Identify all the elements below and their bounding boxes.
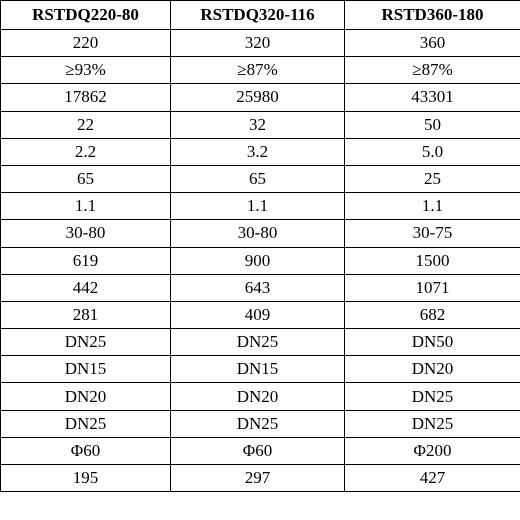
table-cell: 360: [345, 30, 520, 57]
table-cell: 427: [345, 465, 520, 492]
table-row: 195297427: [1, 465, 520, 492]
table-cell: 195: [1, 465, 171, 492]
table-row: 656525: [1, 165, 520, 192]
table-cell: 1500: [345, 247, 520, 274]
table-cell: ≥87%: [171, 57, 345, 84]
table-cell: ≥93%: [1, 57, 171, 84]
table-cell: 5.0: [345, 138, 520, 165]
table-cell: 65: [1, 165, 171, 192]
table-row: 4426431071: [1, 274, 520, 301]
table-cell: 643: [171, 274, 345, 301]
table-row: 220320360: [1, 30, 520, 57]
table-cell: DN25: [1, 410, 171, 437]
table-cell: 409: [171, 301, 345, 328]
table-cell: 281: [1, 301, 171, 328]
col-header: RSTD360-180: [345, 1, 520, 30]
table-cell: 30-75: [345, 220, 520, 247]
table-cell: 32: [171, 111, 345, 138]
table-cell: 1.1: [1, 193, 171, 220]
table-row: DN25DN25DN50: [1, 329, 520, 356]
table-row: 2.23.25.0: [1, 138, 520, 165]
table-cell: 22: [1, 111, 171, 138]
table-cell: DN25: [171, 329, 345, 356]
table-cell: 25: [345, 165, 520, 192]
table-cell: 1.1: [171, 193, 345, 220]
table-cell: 30-80: [1, 220, 171, 247]
table-row: 30-8030-8030-75: [1, 220, 520, 247]
table-cell: 30-80: [171, 220, 345, 247]
table-cell: 900: [171, 247, 345, 274]
table-row: 223250: [1, 111, 520, 138]
table-cell: 297: [171, 465, 345, 492]
table-cell: 619: [1, 247, 171, 274]
spec-table: RSTDQ220-80 RSTDQ320-116 RSTD360-180 220…: [0, 0, 520, 492]
table-row: 1.11.11.1: [1, 193, 520, 220]
table-row: DN15DN15DN20: [1, 356, 520, 383]
table-cell: Φ200: [345, 437, 520, 464]
table-header-row: RSTDQ220-80 RSTDQ320-116 RSTD360-180: [1, 1, 520, 30]
table-cell: 682: [345, 301, 520, 328]
table-cell: DN25: [345, 383, 520, 410]
table-row: DN25DN25DN25: [1, 410, 520, 437]
table-cell: Φ60: [1, 437, 171, 464]
table-cell: DN15: [171, 356, 345, 383]
table-row: 178622598043301: [1, 84, 520, 111]
table-cell: 1.1: [345, 193, 520, 220]
table-cell: 17862: [1, 84, 171, 111]
table-cell: 43301: [345, 84, 520, 111]
table-row: 281409682: [1, 301, 520, 328]
table-cell: DN25: [345, 410, 520, 437]
table-cell: DN20: [1, 383, 171, 410]
table-cell: DN25: [171, 410, 345, 437]
table-cell: 1071: [345, 274, 520, 301]
table-cell: 25980: [171, 84, 345, 111]
table-cell: ≥87%: [345, 57, 520, 84]
table-row: ≥93%≥87%≥87%: [1, 57, 520, 84]
table-cell: 2.2: [1, 138, 171, 165]
table-cell: DN15: [1, 356, 171, 383]
table-cell: 3.2: [171, 138, 345, 165]
table-cell: 442: [1, 274, 171, 301]
col-header: RSTDQ220-80: [1, 1, 171, 30]
table-row: Φ60Φ60Φ200: [1, 437, 520, 464]
col-header: RSTDQ320-116: [171, 1, 345, 30]
table-body: 220320360≥93%≥87%≥87%1786225980433012232…: [1, 30, 520, 492]
table-cell: Φ60: [171, 437, 345, 464]
table-row: DN20DN20DN25: [1, 383, 520, 410]
table-cell: 65: [171, 165, 345, 192]
table-cell: 50: [345, 111, 520, 138]
table-cell: DN20: [345, 356, 520, 383]
table-cell: DN50: [345, 329, 520, 356]
table-cell: 220: [1, 30, 171, 57]
table-cell: DN20: [171, 383, 345, 410]
table-row: 6199001500: [1, 247, 520, 274]
table-cell: 320: [171, 30, 345, 57]
table-cell: DN25: [1, 329, 171, 356]
